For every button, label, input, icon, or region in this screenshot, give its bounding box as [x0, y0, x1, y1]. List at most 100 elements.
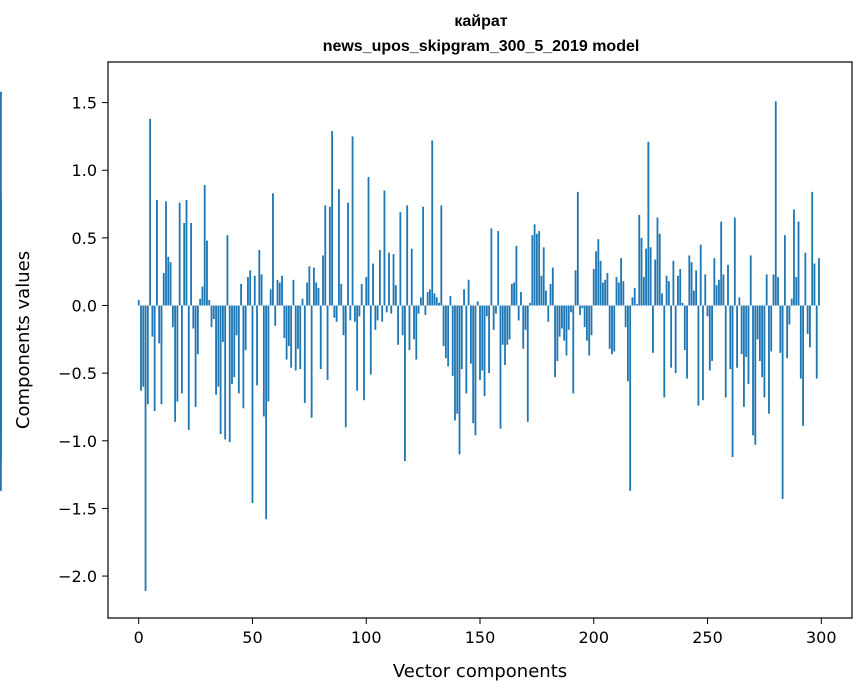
bar	[287, 305, 290, 347]
bar	[160, 305, 163, 405]
bar	[624, 305, 627, 328]
bar	[353, 305, 356, 322]
bar	[383, 190, 386, 306]
bar	[249, 270, 252, 306]
bar	[713, 258, 716, 306]
bar	[306, 282, 308, 306]
bar	[797, 221, 800, 306]
chart-title-line-2: news_upos_skipgram_300_5_2019 model	[323, 38, 640, 55]
y-tick-label: −1.0	[58, 432, 97, 451]
bar	[540, 275, 543, 306]
bar	[342, 305, 345, 336]
bar	[583, 305, 586, 328]
bar	[224, 305, 227, 440]
bar	[563, 305, 566, 341]
bar	[472, 305, 475, 424]
bar	[570, 305, 572, 313]
bar	[276, 279, 279, 306]
bar	[440, 205, 443, 306]
bar	[251, 305, 254, 504]
bar	[652, 305, 654, 353]
bar	[813, 263, 816, 306]
bar	[770, 305, 773, 352]
chart-title-line-1: кайрат	[454, 13, 507, 30]
bar	[533, 224, 536, 306]
bar	[686, 305, 688, 379]
bar	[253, 275, 256, 306]
bar	[167, 256, 170, 306]
bar	[451, 305, 454, 376]
bar	[438, 302, 440, 306]
bar	[378, 250, 381, 306]
bar	[601, 282, 604, 306]
bar	[463, 289, 465, 306]
bar	[388, 252, 390, 306]
bar	[638, 214, 641, 306]
bar	[240, 283, 243, 306]
bar	[358, 305, 361, 317]
bar	[599, 260, 602, 306]
bar	[281, 275, 283, 306]
x-tick-label: 0	[134, 628, 144, 647]
bar	[749, 255, 752, 306]
bar	[401, 305, 404, 336]
bar	[158, 305, 161, 344]
bar	[374, 305, 377, 330]
bar	[260, 274, 263, 306]
y-tick-label: −0.5	[58, 364, 97, 383]
bar	[717, 279, 720, 306]
bar	[399, 212, 402, 306]
bar	[187, 305, 190, 430]
bar	[313, 267, 315, 306]
bar	[394, 285, 397, 306]
y-tick-label: 1.5	[72, 94, 97, 113]
bar	[538, 231, 541, 306]
bar	[369, 305, 372, 375]
bar	[492, 305, 495, 330]
bar	[702, 305, 704, 401]
bar	[483, 305, 486, 397]
plot-frame	[107, 61, 853, 619]
bar	[706, 305, 709, 317]
bar	[196, 305, 199, 355]
bar	[367, 176, 370, 306]
bar	[267, 305, 270, 402]
bar	[176, 305, 179, 402]
bar	[203, 185, 206, 306]
bar	[444, 305, 447, 359]
bar	[576, 191, 579, 306]
bar	[194, 305, 197, 407]
bar	[235, 305, 238, 336]
bar	[513, 282, 516, 306]
bar	[476, 301, 479, 306]
bar	[485, 305, 488, 317]
bar	[615, 277, 618, 306]
bar	[397, 305, 399, 345]
bar	[620, 258, 622, 306]
bar	[788, 305, 791, 325]
bar	[645, 248, 647, 306]
bar	[699, 244, 702, 306]
bar	[501, 305, 504, 345]
bar	[779, 305, 782, 353]
bar	[756, 305, 759, 340]
bar	[554, 305, 556, 378]
bar	[763, 305, 766, 398]
bar	[262, 305, 265, 417]
x-tick-label: 250	[692, 628, 723, 647]
bar	[508, 305, 511, 340]
bar	[185, 199, 188, 306]
bar	[413, 305, 415, 340]
x-axis-label: Vector components	[393, 661, 567, 682]
bar	[310, 305, 313, 418]
bar	[556, 305, 559, 361]
bar	[688, 255, 691, 306]
bar	[588, 305, 591, 356]
bar	[738, 297, 741, 306]
x-tick-label: 200	[578, 628, 609, 647]
y-axis-label: Components values	[13, 251, 34, 429]
bar	[408, 305, 411, 351]
bar	[745, 305, 748, 357]
bar	[149, 118, 151, 306]
bar	[210, 305, 213, 328]
